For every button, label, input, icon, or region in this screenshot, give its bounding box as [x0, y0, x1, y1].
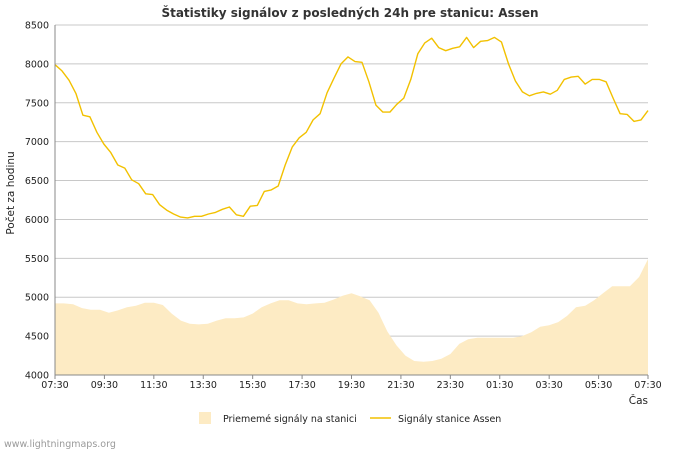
- x-axis-label: Čas: [629, 394, 648, 407]
- x-tick-label-4: 15:30: [239, 380, 266, 391]
- x-tick-label-12: 07:30: [634, 380, 661, 391]
- chart-title: Štatistiky signálov z posledných 24h pre…: [161, 5, 538, 20]
- y-tick-label-9: 8500: [25, 21, 49, 32]
- x-tick-label-6: 19:30: [338, 380, 365, 391]
- x-tick-label-0: 07:30: [41, 380, 68, 391]
- x-tick-label-1: 09:30: [91, 380, 118, 391]
- y-tick-label-3: 5500: [25, 254, 49, 265]
- x-tick-label-10: 03:30: [535, 380, 562, 391]
- x-tick-label-3: 13:30: [190, 380, 217, 391]
- footer-credit: www.lightningmaps.org: [4, 439, 116, 450]
- y-tick-label-7: 7500: [25, 98, 49, 109]
- y-tick-label-2: 5000: [25, 293, 49, 304]
- y-tick-label-4: 6000: [25, 215, 49, 226]
- x-tick-label-11: 05:30: [585, 380, 612, 391]
- y-tick-labels: 4000 4500 5000 5500 6000 6500 7000 7500 8000 8500: [25, 21, 49, 382]
- legend: Priememé signály na stanici Signály stan…: [199, 412, 501, 425]
- area-series-priemerne-signaly: [55, 259, 648, 375]
- legend-label-line: Signály stanice Assen: [398, 414, 501, 425]
- x-tick-label-7: 21:30: [387, 380, 414, 391]
- legend-label-area: Priememé signály na stanici: [223, 414, 357, 425]
- y-tick-label-6: 7000: [25, 137, 49, 148]
- x-tick-label-2: 11:30: [140, 380, 167, 391]
- y-tick-label-0: 4000: [25, 371, 49, 382]
- legend-swatch-area: [199, 412, 211, 424]
- area-series-layer: [55, 259, 648, 375]
- x-tick-label-9: 01:30: [486, 380, 513, 391]
- x-tick-label-5: 17:30: [288, 380, 315, 391]
- line-series-signaly-stanice: [54, 36, 649, 219]
- x-tick-labels: 07:30 09:30 11:30 13:30 15:30 17:30 19:30 21:30…: [41, 380, 661, 391]
- y-axis-label: Počet za hodinu: [5, 151, 17, 234]
- x-tick-label-8: 23:30: [437, 380, 464, 391]
- y-tick-label-1: 4500: [25, 332, 49, 343]
- line-series-layer: [54, 36, 649, 219]
- axes: [54, 25, 649, 379]
- y-tick-label-5: 6500: [25, 176, 49, 187]
- y-tick-label-8: 8000: [25, 59, 49, 70]
